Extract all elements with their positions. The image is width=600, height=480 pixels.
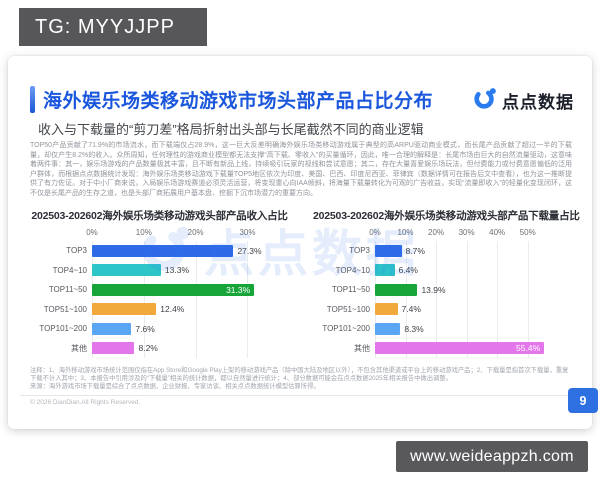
value-label: 31.3% (226, 284, 251, 295)
bar-row: 其他 8.2% (71, 339, 263, 359)
diandian-logo-icon (473, 86, 497, 115)
bar-row: TOP3 8.7% (349, 241, 546, 261)
x-axis-tick-label: 0% (86, 228, 98, 237)
bar-TOP3 (375, 244, 402, 257)
bar-row: TOP3 27.3% (66, 241, 263, 261)
category-label: TOP4~10 (52, 265, 87, 275)
category-label: TOP101~200 (322, 324, 370, 334)
gridline (436, 241, 438, 358)
value-label: 27.3% (237, 245, 262, 256)
gridline (466, 241, 468, 358)
category-label: TOP3 (349, 246, 370, 256)
plot-area: TOP3 27.3% TOP4~10 13.3% TOP11~50 31.3% TOP51~… (39, 241, 263, 360)
slide-subtitle: 收入与下载量的“剪刀差”格局折射出头部与长尾截然不同的商业逻辑 (38, 122, 424, 137)
value-label: 8.3% (404, 323, 424, 334)
footer-divider (20, 395, 580, 396)
diandian-logo-text: 点点数据 (502, 93, 574, 112)
slide-header: 海外娱乐场类移动游戏市场头部产品占比分布 (30, 86, 433, 113)
x-axis-tick-label: 30% (458, 228, 475, 237)
bar-TOP101~200 (92, 322, 132, 335)
bar-row: TOP4~10 13.3% (53, 261, 263, 281)
bar-row: TOP51~100 12.4% (44, 300, 263, 320)
website-url: www.weideappzh.com (410, 447, 574, 465)
tg-contact-label: TG: MYYJJPP (35, 15, 175, 38)
download-chart-title: 202503-202602海外娱乐场类移动游戏头部产品下载量占比 (313, 210, 580, 222)
x-axis-tick-label: 50% (519, 228, 536, 237)
title-accent-bar (30, 86, 35, 113)
category-label: 其他 (71, 343, 87, 353)
category-label: TOP51~100 (326, 304, 370, 314)
plot-area: TOP3 8.7% TOP4~10 6.4% TOP11~50 13.9% TOP51~10… (322, 241, 546, 360)
x-axis-tick-label: 40% (489, 228, 506, 237)
value-label: 55.4% (516, 343, 541, 354)
gridline (92, 241, 93, 358)
bar-TOP51~100 (375, 303, 398, 316)
x-axis-tick-label: 10% (397, 228, 414, 237)
analysis-paragraph: TOP50产品贡献了71.9%的市场流水，而下载端仅占28.9%，这一巨大反差明… (30, 142, 572, 197)
charts-row: 202503-202602海外娱乐场类移动游戏头部产品收入占比 0% 10% 20%… (30, 208, 580, 363)
bar-其他: 55.4% (375, 342, 545, 355)
bar-TOP4~10 (375, 264, 395, 277)
bar-row: TOP51~100 7.4% (327, 300, 546, 320)
gridline (405, 241, 407, 358)
download-chart-plot: 0% 10% 20% 30% 40% 50% TOP3 8.7% TOP4~10 6.4% TOP1… (322, 228, 546, 360)
value-label: 7.4% (401, 304, 421, 315)
bar-row: TOP4~10 6.4% (336, 261, 546, 281)
bar-TOP51~100 (92, 303, 157, 316)
x-axis: 0% 10% 20% 30% 40% 50% (369, 228, 546, 241)
bar-TOP4~10 (92, 264, 161, 277)
x-axis-tick-label: 20% (187, 228, 204, 237)
x-axis-tick-label: 0% (369, 228, 381, 237)
bar-row: 其他 55.4% (354, 339, 546, 359)
slide-title: 海外娱乐场类移动游戏市场头部产品占比分布 (43, 91, 434, 112)
value-label: 13.3% (164, 265, 190, 276)
copyright-text: © 2026 DianDian.All Rights Reserved. (30, 399, 141, 406)
page-number-badge: 9 (568, 388, 598, 413)
value-label: 8.2% (138, 343, 158, 354)
x-axis-tick-label: 30% (239, 228, 256, 237)
value-label: 12.4% (160, 304, 185, 315)
bar-TOP11~50: 31.3% (92, 283, 255, 296)
category-label: TOP4~10 (335, 265, 370, 275)
revenue-share-chart: 202503-202602海外娱乐场类移动游戏头部产品收入占比 0% 10% 20%… (30, 208, 289, 363)
website-badge: www.weideappzh.com (396, 441, 588, 472)
value-label: 13.9% (421, 284, 446, 295)
value-label: 7.6% (135, 323, 155, 334)
bar-TOP11~50 (375, 283, 418, 296)
tg-contact-badge: TG: MYYJJPP (19, 8, 207, 46)
x-axis-tick-label: 20% (428, 228, 445, 237)
bar-row: TOP11~50 31.3% (49, 280, 263, 300)
category-label: TOP11~50 (331, 285, 370, 295)
revenue-chart-title: 202503-202602海外娱乐场类移动游戏头部产品收入占比 (31, 210, 288, 222)
revenue-chart-plot: 0% 10% 20% 30% TOP3 27.3% TOP4~10 13.3% TOP11~50… (39, 228, 263, 360)
footnote-line: 来源：海外游戏市场下载量是综合了点点数据、企业财报、专家访谈、相关点点数据统计模… (30, 382, 320, 390)
bar-TOP101~200 (375, 322, 401, 335)
gridline (497, 241, 499, 358)
bar-row: TOP101~200 8.3% (322, 319, 546, 339)
category-label: 其他 (354, 343, 370, 353)
category-label: TOP3 (66, 246, 87, 256)
category-label: TOP51~100 (43, 304, 87, 314)
x-axis-tick-label: 10% (135, 228, 152, 237)
bar-TOP3 (92, 244, 234, 257)
footnote-line: 注释：1、海外移动游戏市场统计范围仅指在App Store和Google Pla… (30, 367, 569, 374)
value-label: 8.7% (405, 245, 425, 256)
footnotes: 注释：1、海外移动游戏市场统计范围仅指在App Store和Google Pla… (30, 367, 576, 391)
x-axis: 0% 10% 20% 30% (86, 228, 263, 241)
bar-row: TOP101~200 7.6% (39, 319, 263, 339)
bar-其他 (92, 342, 135, 355)
category-label: TOP11~50 (48, 285, 87, 295)
gridline (527, 241, 529, 358)
value-label: 6.4% (398, 265, 418, 276)
diandian-logo: 点点数据 (473, 86, 574, 115)
category-label: TOP101~200 (39, 324, 87, 334)
slide-card: 海外娱乐场类移动游戏市场头部产品占比分布 点点数据 收入与下载量的“剪刀差”格局… (8, 56, 598, 429)
gridline (375, 241, 376, 358)
footnote-line: 下载不计入其中；3、本报告中引用涉及的“下载量”相关的统计数据，都以自然量进行统… (30, 374, 452, 382)
bar-row: TOP11~50 13.9% (332, 280, 546, 300)
download-share-chart: 202503-202602海外娱乐场类移动游戏头部产品下载量占比 0% 10% 20… (313, 208, 580, 363)
gridline (143, 241, 145, 358)
gridline (247, 241, 249, 358)
gridline (195, 241, 197, 358)
